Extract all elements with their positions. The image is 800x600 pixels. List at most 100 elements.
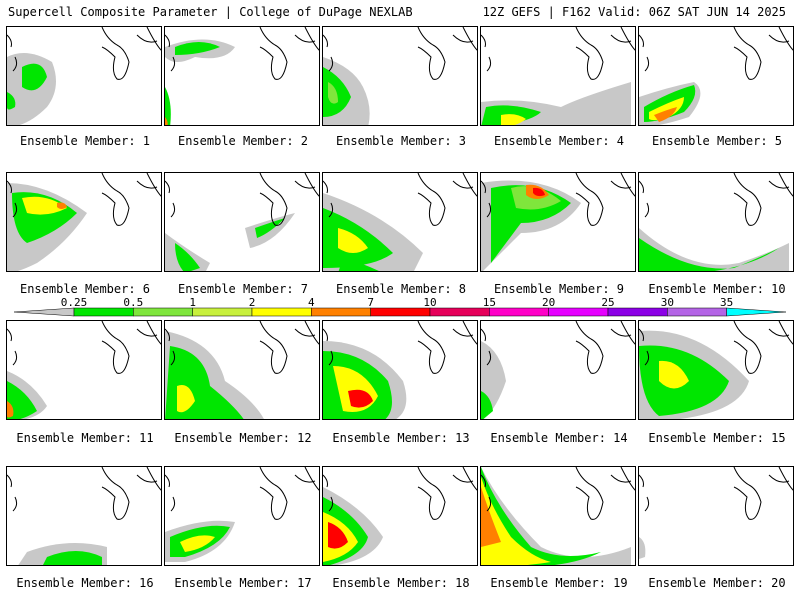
colorbar-tick-label: 0.5 — [123, 296, 144, 309]
ensemble-member-map — [638, 26, 794, 126]
coastline — [165, 27, 319, 80]
scp-contour-fill — [338, 258, 379, 271]
colorbar-tick-label: 7 — [367, 296, 374, 309]
ensemble-member-label: Ensemble Member: 2 — [177, 134, 309, 148]
scp-contour-fill — [22, 196, 67, 215]
ensemble-member-map — [164, 26, 320, 126]
colorbar-segment — [251, 307, 312, 317]
scp-contour-fill — [659, 360, 689, 389]
scp-contour-fill — [328, 82, 338, 104]
chart-title: Supercell Composite Parameter | College … — [8, 5, 413, 19]
colorbar-segment — [133, 307, 193, 317]
ensemble-member-label: Ensemble Member: 5 — [651, 134, 783, 148]
scp-contour-fill — [165, 117, 168, 125]
colorbar-tick-label: 25 — [601, 296, 615, 309]
scp-contour-fill — [348, 389, 373, 408]
colorbar-segment — [370, 307, 431, 317]
ensemble-member-map — [6, 320, 162, 420]
colorbar-tick-label: 1 — [189, 296, 196, 309]
scp-contour-fill — [165, 87, 171, 125]
colorbar-segment — [192, 307, 253, 317]
coastline — [481, 321, 635, 374]
scp-contour-fill — [165, 233, 210, 271]
scp-contour-fill — [533, 187, 545, 197]
colorbar-tick-label: 2 — [248, 296, 256, 309]
ensemble-member-label: Ensemble Member: 9 — [493, 282, 625, 296]
scp-contour-fill — [481, 391, 493, 419]
ensemble-member-map — [322, 320, 478, 420]
model-run-valid-time: 12Z GEFS | F162 Valid: 06Z SAT JUN 14 20… — [482, 5, 786, 19]
scp-contour-fill — [654, 107, 677, 122]
ensemble-member-map — [638, 466, 794, 566]
scp-contour-fill — [175, 243, 200, 271]
ensemble-member-map — [480, 26, 636, 126]
colorbar — [13, 307, 787, 317]
coastline — [639, 173, 793, 226]
colorbar-tick-label: 20 — [542, 296, 556, 309]
ensemble-member-label: Ensemble Member: 7 — [177, 282, 309, 296]
colorbar-tick-label: 30 — [660, 296, 674, 309]
scp-contour-fill — [255, 218, 285, 238]
ensemble-member-label: Ensemble Member: 1 — [19, 134, 151, 148]
scp-contour-fill — [7, 381, 37, 419]
scp-contour-fill — [7, 401, 14, 418]
colorbar-tick-label: 0.25 — [60, 296, 88, 309]
ensemble-member-label: Ensemble Member: 10 — [648, 282, 786, 296]
ensemble-member-label: Ensemble Member: 19 — [490, 576, 628, 590]
coastline — [481, 173, 635, 226]
ensemble-member-map — [164, 320, 320, 420]
ensemble-member-map — [6, 172, 162, 272]
ensemble-member-map — [638, 172, 794, 272]
ensemble-member-map — [322, 172, 478, 272]
ensemble-member-map — [480, 466, 636, 566]
colorbar-segment — [311, 307, 371, 317]
ensemble-member-map — [164, 466, 320, 566]
coastline — [165, 173, 319, 226]
ensemble-member-map — [322, 26, 478, 126]
scp-contour-fill — [338, 228, 368, 253]
ensemble-member-map — [480, 172, 636, 272]
scp-contour-fill — [57, 202, 67, 209]
scp-contour-fill — [43, 551, 102, 565]
colorbar-segment — [548, 307, 609, 317]
ensemble-member-map — [164, 172, 320, 272]
coastline — [323, 467, 477, 520]
scp-contour-fill — [481, 487, 501, 547]
colorbar-segment — [489, 307, 549, 317]
coastline — [481, 467, 635, 520]
ensemble-member-label: Ensemble Member: 11 — [16, 431, 154, 445]
scp-contour-fill — [22, 63, 47, 91]
coastline — [7, 467, 161, 520]
colorbar-segment — [429, 307, 490, 317]
ensemble-member-label: Ensemble Member: 4 — [493, 134, 625, 148]
ensemble-member-map — [6, 466, 162, 566]
ensemble-member-map — [638, 320, 794, 420]
scp-contour-fill — [175, 42, 220, 55]
ensemble-member-label: Ensemble Member: 12 — [174, 431, 312, 445]
coastline — [7, 321, 161, 374]
scp-contour-fill — [177, 385, 195, 413]
scp-contour-fill — [501, 114, 526, 125]
colorbar-segment — [726, 307, 787, 317]
ensemble-member-label: Ensemble Member: 13 — [332, 431, 470, 445]
colorbar-segment — [607, 307, 668, 317]
colorbar-tick-label: 15 — [482, 296, 496, 309]
scp-contour-fill — [639, 238, 779, 271]
ensemble-member-label: Ensemble Member: 17 — [174, 576, 312, 590]
coastline — [639, 467, 793, 520]
ensemble-member-label: Ensemble Member: 6 — [19, 282, 151, 296]
coastline — [323, 27, 477, 80]
ensemble-member-map — [322, 466, 478, 566]
ensemble-member-label: Ensemble Member: 15 — [648, 431, 786, 445]
scp-contour-fill — [323, 67, 351, 117]
coastline — [639, 27, 793, 80]
coastline — [639, 321, 793, 374]
coastline — [481, 27, 635, 80]
colorbar-tick-label: 4 — [308, 296, 315, 309]
ensemble-member-label: Ensemble Member: 14 — [490, 431, 628, 445]
scp-contour-fill — [180, 535, 215, 552]
ensemble-member-label: Ensemble Member: 3 — [335, 134, 467, 148]
ensemble-member-label: Ensemble Member: 8 — [335, 282, 467, 296]
scp-contour-fill — [328, 522, 348, 549]
ensemble-member-label: Ensemble Member: 18 — [332, 576, 470, 590]
